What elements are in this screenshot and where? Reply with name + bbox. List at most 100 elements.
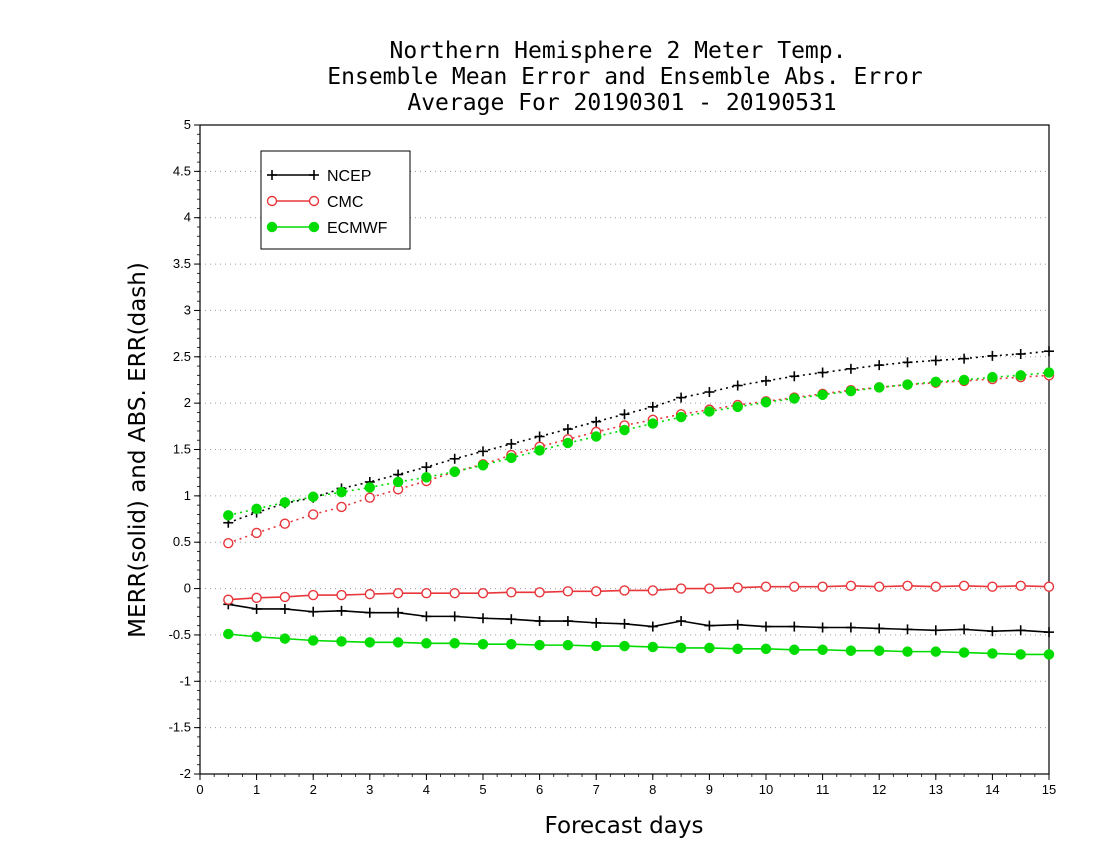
data-point-abs-err: [1044, 346, 1054, 357]
data-point-abs-err: [308, 509, 319, 520]
x-tick-label: 11: [816, 782, 830, 797]
data-point-merr: [449, 638, 460, 649]
data-point-merr: [987, 648, 998, 659]
data-point-abs-err: [732, 380, 743, 391]
data-point-abs-err: [506, 452, 517, 464]
data-point-abs-err: [817, 389, 828, 401]
data-point-merr: [421, 588, 432, 599]
y-tick-label: 4: [184, 210, 191, 225]
data-point-merr: [393, 607, 404, 618]
data-point-merr: [845, 645, 857, 656]
series-cmc: [223, 370, 1055, 605]
data-point-merr: [987, 626, 998, 637]
data-point-merr: [845, 580, 857, 591]
data-point-abs-err: [676, 392, 687, 403]
data-point-abs-err: [251, 527, 262, 539]
y-tick-label: 4.5: [173, 163, 191, 178]
data-point-merr: [336, 605, 347, 616]
y-tick-label: 2.5: [173, 349, 191, 364]
data-point-merr: [477, 588, 489, 599]
data-point-merr: [1015, 649, 1026, 660]
x-tick-label: 7: [593, 782, 600, 797]
y-tick-label: 5: [184, 117, 191, 132]
data-point-abs-err: [902, 357, 913, 368]
legend-marker: [308, 221, 320, 233]
data-point-abs-err: [817, 367, 828, 378]
series-line-abs-err: [228, 350, 1050, 524]
data-point-abs-err: [704, 406, 715, 417]
series-layer: [223, 346, 1055, 660]
data-point-abs-err: [251, 503, 262, 515]
legend-marker: [266, 221, 278, 233]
title-line-3: Average For 20190301 - 20190531: [407, 90, 836, 116]
series-line-merr: [228, 584, 1050, 601]
data-point-merr: [789, 621, 800, 632]
data-point-abs-err: [534, 431, 545, 442]
series-line-merr: [228, 603, 1050, 633]
data-point-abs-err: [591, 416, 602, 427]
title-line-1: Northern Hemisphere 2 Meter Temp.: [390, 38, 847, 64]
data-point-abs-err: [675, 411, 687, 423]
legend-marker: [308, 195, 320, 207]
x-tick-label: 1: [253, 782, 260, 797]
y-tick-label: 3.5: [173, 256, 191, 271]
data-point-abs-err: [732, 401, 743, 413]
data-point-merr: [959, 624, 970, 635]
data-point-merr: [336, 589, 347, 601]
y-tick-label: -2: [179, 766, 191, 781]
data-point-merr: [562, 616, 573, 627]
data-point-abs-err: [789, 371, 800, 382]
data-point-merr: [562, 639, 574, 651]
data-point-merr: [675, 642, 687, 654]
title-line-2: Ensemble Mean Error and Ensemble Abs. Er…: [327, 64, 922, 90]
data-point-merr: [817, 644, 828, 656]
legend-entry-ncep: NCEP: [267, 168, 371, 185]
data-point-merr: [732, 619, 743, 630]
y-tick-label: -1.5: [169, 720, 191, 735]
data-point-merr: [364, 607, 375, 618]
legend-marker: [266, 195, 278, 207]
series-line-abs-err: [228, 374, 1050, 544]
data-point-abs-err: [647, 401, 658, 412]
chart-title: Northern Hemisphere 2 Meter Temp. Ensemb…: [327, 38, 922, 116]
data-point-abs-err: [1043, 367, 1055, 378]
x-tick-label: 5: [479, 782, 486, 797]
data-point-abs-err: [590, 431, 602, 442]
data-point-merr: [449, 611, 460, 622]
data-point-merr: [223, 628, 234, 640]
y-tick-label: -0.5: [169, 627, 191, 642]
data-point-abs-err: [902, 379, 913, 390]
data-point-abs-err: [619, 424, 630, 436]
y-axis-label: MERR(solid) and ABS. ERR(dash): [125, 262, 151, 638]
data-point-merr: [591, 617, 602, 628]
series-ncep: [223, 346, 1054, 638]
data-point-merr: [449, 588, 460, 599]
x-tick-label: 10: [759, 782, 773, 797]
data-point-abs-err: [364, 482, 376, 493]
x-tick-label: 12: [872, 782, 886, 797]
data-point-merr: [902, 646, 913, 657]
data-point-abs-err: [336, 501, 347, 513]
data-point-merr: [534, 639, 545, 651]
data-point-merr: [987, 581, 998, 592]
data-point-abs-err: [874, 360, 885, 371]
x-tick-label: 9: [706, 782, 713, 797]
data-point-merr: [789, 581, 800, 592]
data-point-abs-err: [364, 492, 375, 503]
data-point-abs-err: [987, 350, 998, 361]
data-point-merr: [336, 636, 347, 647]
data-point-merr: [704, 620, 715, 631]
data-point-abs-err: [478, 446, 488, 457]
data-point-merr: [930, 625, 941, 636]
data-point-abs-err: [279, 497, 291, 508]
x-axis: 0 1 2 3 4 5 6 7 8 9 10 11 12 13 14 15: [196, 774, 1056, 797]
data-point-abs-err: [958, 374, 970, 386]
data-point-merr: [251, 592, 262, 604]
data-point-abs-err: [647, 418, 659, 429]
x-tick-label: 6: [536, 782, 543, 797]
data-point-abs-err: [845, 385, 857, 397]
data-point-abs-err: [1015, 370, 1026, 381]
data-point-abs-err: [1015, 349, 1026, 360]
data-point-abs-err: [223, 510, 234, 521]
legend-label: CMC: [327, 194, 363, 211]
